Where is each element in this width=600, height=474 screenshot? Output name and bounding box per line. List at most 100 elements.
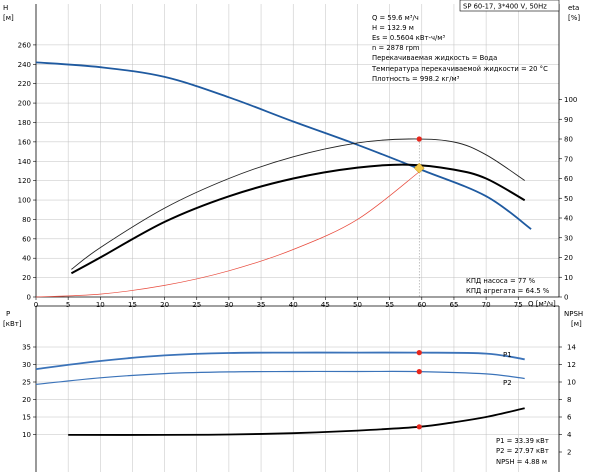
upper-frame xyxy=(35,4,560,298)
x-tick-label: 55 xyxy=(385,301,394,309)
lower-y-left-ticks: 10 15 20 25 30 35 xyxy=(22,344,36,439)
y-left-tick-label: 15 xyxy=(22,414,31,422)
lower-y-left-unit: [кВт] xyxy=(3,320,22,328)
pump-efficiency-curve xyxy=(71,138,525,270)
p2-curve xyxy=(35,370,525,385)
y-left-tick-label: 35 xyxy=(22,344,31,352)
head-curve xyxy=(35,61,532,230)
y-left-tick-label: 200 xyxy=(18,100,31,108)
x-tick-label: 50 xyxy=(353,301,362,309)
y-right-tick-label: 100 xyxy=(564,96,577,104)
efficiency-info: КПД насоса = 77 % КПД агрегата = 64.5 % xyxy=(466,277,550,295)
y-right-tick-label: 80 xyxy=(564,136,573,144)
y-right-tick-label: 90 xyxy=(564,116,573,124)
x-tick-label: 35 xyxy=(257,301,266,309)
y-right-tick-label: 14 xyxy=(567,344,576,352)
y-right-tick-label: 4 xyxy=(567,431,572,439)
series-label-p1: P1 xyxy=(503,351,512,359)
y-right-tick-label: 10 xyxy=(564,274,573,282)
upper-x-ticks: 0 5 10 15 20 25 30 35 40 45 50 55 60 65 70 75 xyxy=(34,297,523,309)
upper-x-label: Q [м³/ч] xyxy=(528,300,556,308)
x-tick-label: 5 xyxy=(66,301,70,309)
upper-y-right-label: eta xyxy=(568,4,579,12)
y-right-tick-label: 8 xyxy=(567,396,571,404)
x-tick-label: 15 xyxy=(128,301,137,309)
info-p1: P1 = 33.39 кВт xyxy=(496,437,549,445)
info-head: H = 132.9 м xyxy=(372,24,414,32)
lower-y-right-ticks: 2 4 6 8 10 12 14 xyxy=(559,344,576,457)
y-left-tick-label: 20 xyxy=(22,274,31,282)
info-speed: n = 2878 rpm xyxy=(372,44,420,52)
lower-y-right-unit: [м] xyxy=(571,320,582,328)
lower-operating-points xyxy=(416,350,422,430)
x-tick-label: 0 xyxy=(34,301,38,309)
y-left-tick-label: 160 xyxy=(18,138,31,146)
y-left-tick-label: 0 xyxy=(27,294,31,302)
y-left-tick-label: 180 xyxy=(18,119,31,127)
y-left-tick-label: 30 xyxy=(22,361,31,369)
info-energy: Es = 0.5604 кВт-ч/м³ xyxy=(372,34,445,42)
y-right-tick-label: 0 xyxy=(564,294,568,302)
y-left-tick-label: 25 xyxy=(22,379,31,387)
upper-series xyxy=(35,61,532,298)
y-right-tick-label: 70 xyxy=(564,155,573,163)
y-right-tick-label: 50 xyxy=(564,195,573,203)
y-right-tick-label: 2 xyxy=(567,449,571,457)
y-left-tick-label: 60 xyxy=(22,235,31,243)
y-right-tick-label: 10 xyxy=(567,379,576,387)
y-right-tick-label: 6 xyxy=(567,414,572,422)
upper-y-right-ticks: 0 10 20 30 40 50 60 70 80 90 100 xyxy=(559,96,577,302)
info-liquid: Перекачиваемая жидкость = Вода xyxy=(372,54,497,62)
operating-point xyxy=(416,350,422,356)
operating-point xyxy=(416,424,422,430)
system-curve xyxy=(35,171,420,298)
upper-grid xyxy=(36,4,559,297)
y-left-tick-label: 40 xyxy=(22,255,31,263)
x-tick-label: 75 xyxy=(514,301,523,309)
info-density: Плотность = 998.2 кг/м³ xyxy=(372,75,460,83)
title-box xyxy=(459,0,560,12)
p1-curve xyxy=(35,351,525,370)
y-right-tick-label: 60 xyxy=(564,175,573,183)
info-temperature: Температура перекачиваемой жидкости = 20… xyxy=(371,65,548,73)
operating-point-marker xyxy=(413,162,425,174)
series-label-p2: P2 xyxy=(503,379,512,387)
operating-point xyxy=(416,369,422,375)
y-left-tick-label: 260 xyxy=(18,41,31,49)
upper-y-left-unit: [м] xyxy=(3,14,14,22)
x-tick-label: 70 xyxy=(482,301,491,309)
y-right-tick-label: 30 xyxy=(564,234,573,242)
lower-y-left-label: P xyxy=(6,310,10,318)
power-info: P1 = 33.39 кВт P2 = 27.97 кВт NPSH = 4.8… xyxy=(496,437,549,466)
npsh-curve xyxy=(68,407,525,436)
x-tick-label: 60 xyxy=(417,301,426,309)
unit-efficiency-curve xyxy=(70,163,526,275)
x-tick-label: 10 xyxy=(96,301,105,309)
y-left-tick-label: 240 xyxy=(18,61,31,69)
info-p2: P2 = 27.97 кВт xyxy=(496,447,549,455)
operating-point xyxy=(416,136,422,142)
lower-series xyxy=(35,351,525,436)
x-tick-label: 20 xyxy=(160,301,169,309)
lower-frame xyxy=(35,305,560,472)
info-pump-efficiency: КПД насоса = 77 % xyxy=(466,277,536,285)
y-left-tick-label: 120 xyxy=(18,177,31,185)
info-npsh: NPSH = 4.88 м xyxy=(496,458,547,466)
lower-y-right-label: NPSH xyxy=(564,310,583,318)
y-left-tick-label: 80 xyxy=(22,216,31,224)
y-right-tick-label: 40 xyxy=(564,215,573,223)
y-right-tick-label: 12 xyxy=(567,361,576,369)
x-tick-label: 45 xyxy=(321,301,330,309)
y-left-tick-label: 10 xyxy=(22,431,31,439)
x-tick-label: 25 xyxy=(192,301,201,309)
info-flow: Q = 59.6 м³/ч xyxy=(372,14,419,22)
upper-operating-points xyxy=(413,136,425,297)
x-tick-label: 40 xyxy=(289,301,298,309)
y-left-tick-label: 100 xyxy=(18,197,31,205)
operating-info: Q = 59.6 м³/ч H = 132.9 м Es = 0.5604 кВ… xyxy=(371,14,548,83)
lower-series-labels: P1 P2 xyxy=(503,351,512,387)
y-left-tick-label: 220 xyxy=(18,80,31,88)
pump-title: SP 60-17, 3*400 V, 50Hz xyxy=(463,3,547,11)
y-left-tick-label: 140 xyxy=(18,158,31,166)
